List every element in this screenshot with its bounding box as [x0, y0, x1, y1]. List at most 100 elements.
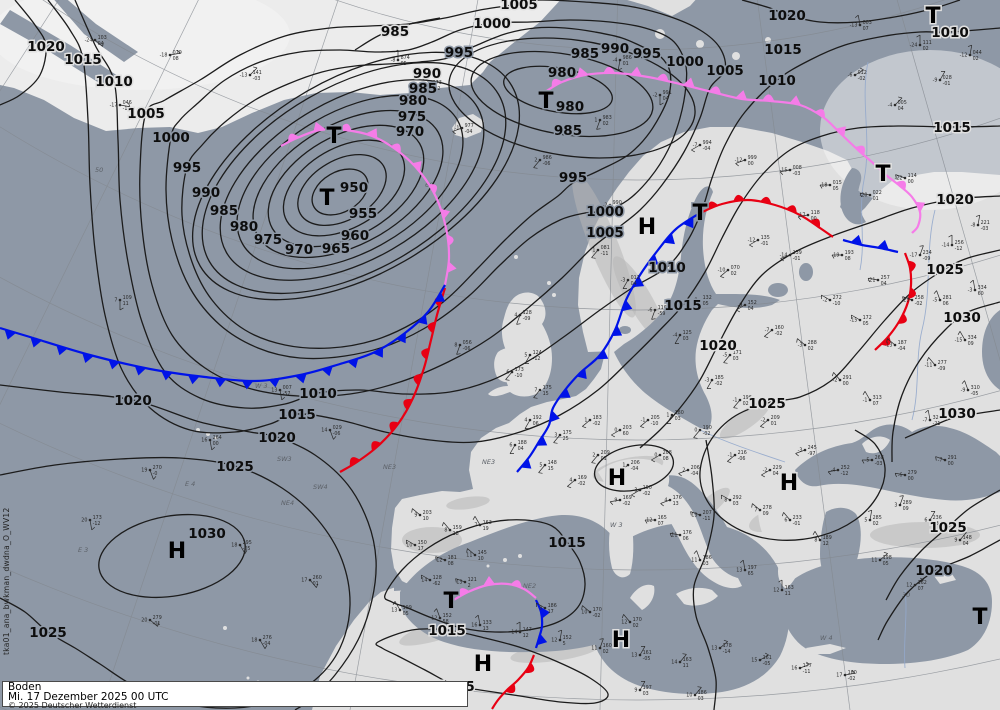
station-value: -02 [915, 301, 923, 307]
wind-feather [602, 211, 607, 214]
station-value: 17 [836, 673, 842, 679]
isobar-line [0, 0, 47, 106]
station-value: 00 [948, 461, 954, 467]
station-value: 01 [771, 421, 777, 427]
wind-barb [149, 619, 158, 627]
station-value: 02 [603, 121, 609, 127]
wind-barb [674, 334, 681, 344]
meridian-line [757, 0, 851, 710]
station-value: 08 [845, 256, 851, 262]
wind-barb [94, 39, 103, 47]
corsica [616, 476, 632, 514]
station-value: 06 [683, 536, 689, 542]
station-value: -1 [641, 418, 646, 424]
station-value: 13 [391, 608, 397, 614]
meridian-line [349, 0, 479, 710]
station-value: 10 [686, 693, 692, 699]
station-value: 276 [263, 635, 272, 641]
isobar-line [699, 249, 1000, 541]
wind-barb [424, 76, 431, 86]
station-value: -10 [651, 421, 659, 427]
wind-barb [939, 71, 946, 81]
isobar-line [904, 409, 1000, 439]
station-value: 205 [651, 415, 660, 421]
station-value: -02 [858, 76, 866, 82]
isobar-value-label: 1015 [278, 407, 316, 423]
isobar-line [354, 17, 441, 51]
station-plot: -12 135-01 [748, 235, 770, 248]
isobar-ring [98, 513, 246, 599]
station-value: 04 [773, 471, 779, 477]
wind-feather [128, 102, 131, 107]
station-value: 260 [313, 575, 322, 581]
isobar-value-label: 995 [633, 46, 661, 62]
isobar-line [741, 0, 961, 24]
station-value: 02 [731, 271, 737, 277]
isobar-value-label: 1020 [699, 338, 737, 354]
station-value: 206 [631, 460, 640, 466]
low-pressure-center: T [538, 89, 553, 114]
isobar-value-label: 1020 [768, 8, 806, 24]
wind-barb [209, 439, 213, 450]
isobar-value-label: 1030 [943, 310, 981, 326]
front-warm [874, 252, 917, 351]
wind-feather [859, 193, 862, 198]
station-value: -14 [780, 253, 788, 259]
station-value: -12 [841, 471, 849, 477]
wind-barb [693, 429, 701, 438]
station-value: -12 [735, 158, 743, 164]
station-value: 175 [563, 430, 572, 436]
wind-feather [781, 512, 784, 517]
wind-feather [806, 661, 810, 665]
station-value: 17 [418, 546, 424, 552]
geo-label: NE4 [281, 499, 294, 507]
station-value: 256 [955, 240, 964, 246]
wind-feather [620, 471, 625, 474]
wind-feather [644, 519, 648, 524]
wind-barb [623, 614, 631, 623]
wind-barb [582, 419, 591, 427]
station-value: -12 [955, 246, 963, 252]
crete [806, 644, 846, 654]
wind-feather [778, 579, 783, 583]
low-pressure-center: T [326, 124, 341, 149]
station-value: 03 [733, 356, 739, 362]
station-plot: -9 310-05 [961, 380, 980, 397]
wind-feather [751, 503, 753, 508]
wind-barb [764, 329, 773, 337]
station-value: 09 [903, 506, 909, 512]
station-value: 03 [698, 696, 704, 702]
station-value: -02 [848, 676, 856, 682]
wind-feather [919, 245, 924, 247]
isobar-labels: 9509559609659709759809859909951000100510… [26, 0, 989, 697]
station-value: 04 [963, 541, 969, 547]
station-value: 125 [683, 330, 692, 336]
station-plot: 14 128-62 [420, 574, 442, 587]
station-value: 008 [793, 165, 802, 171]
wind-barb [854, 69, 864, 76]
station-value: 012 [858, 70, 867, 76]
station-value: -14 [942, 243, 950, 249]
front-tooth [525, 662, 535, 674]
isobar-value-label: 1015 [764, 42, 802, 58]
station-dot [788, 253, 792, 257]
station-value: 193 [845, 250, 854, 256]
wind-barb [524, 354, 531, 364]
station-value: 046 [123, 100, 132, 106]
station-value: 8 [444, 528, 447, 534]
wind-barb [591, 454, 599, 463]
wind-barb [691, 144, 701, 151]
wind-barb [452, 127, 463, 132]
station-value: 994 [703, 140, 712, 146]
isobar-value-label: 1025 [926, 262, 964, 278]
station-value: 186 [698, 690, 707, 696]
